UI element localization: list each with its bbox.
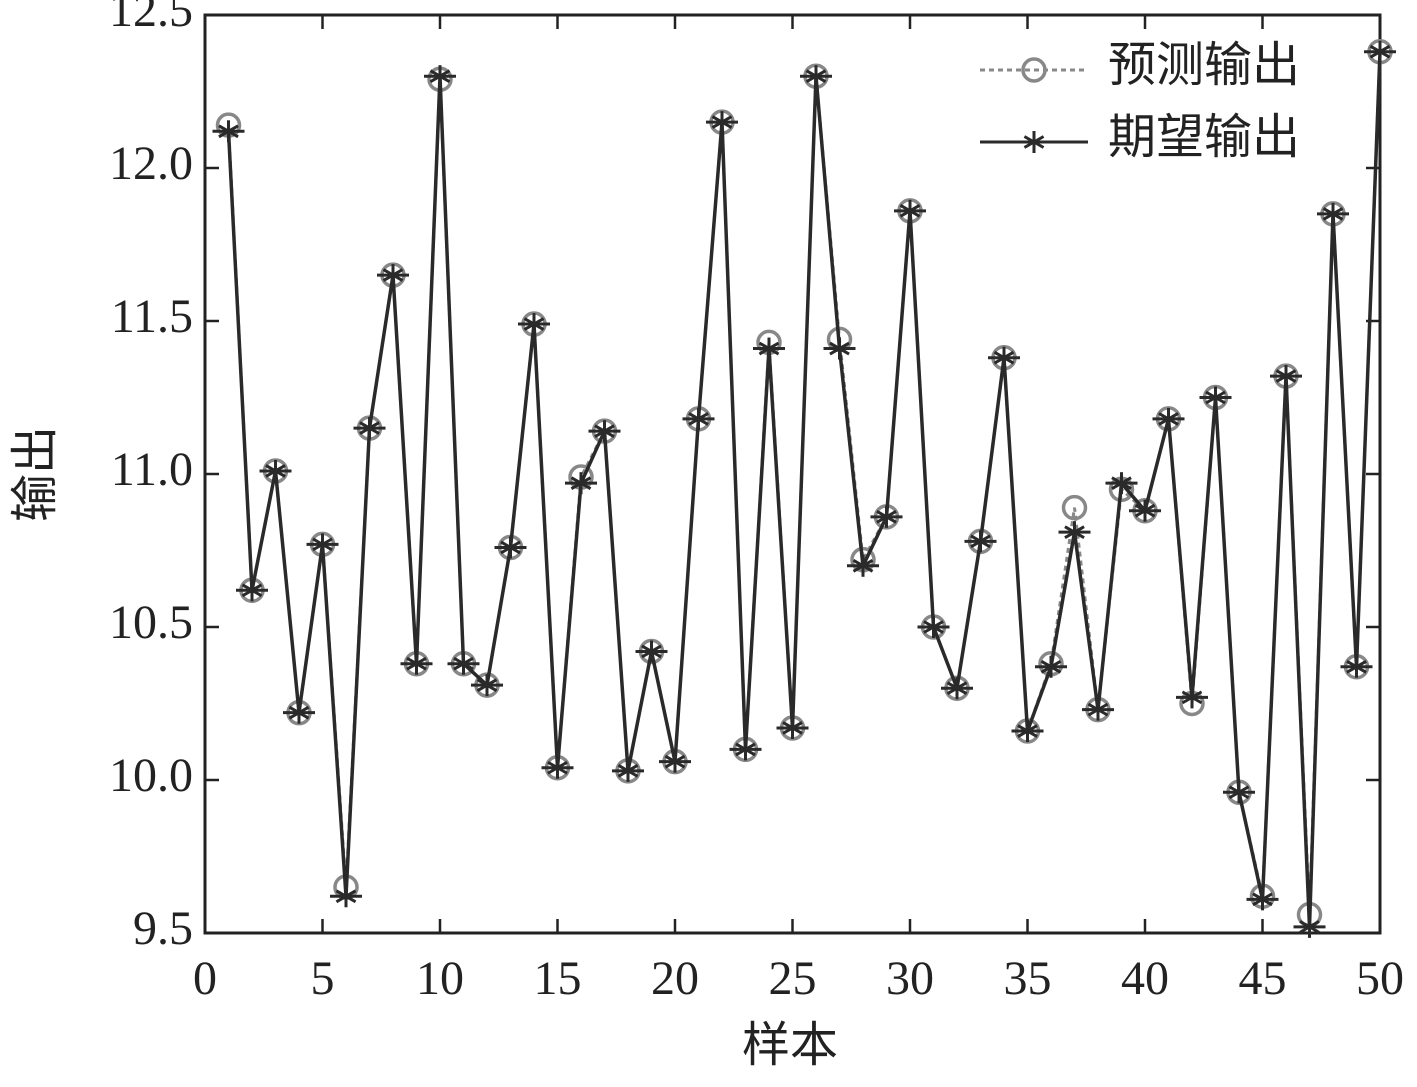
point — [776, 716, 809, 739]
point — [447, 652, 480, 675]
point — [1293, 915, 1326, 938]
point — [259, 459, 292, 482]
point — [1105, 472, 1138, 495]
series-line — [226, 51, 1382, 927]
point — [823, 337, 856, 360]
point — [330, 885, 362, 908]
x-tick-label: 5 — [311, 952, 335, 1005]
point — [1018, 131, 1050, 153]
point — [612, 759, 644, 782]
x-tick-label: 25 — [769, 952, 817, 1005]
point — [1364, 40, 1396, 63]
y-axis-label: 输出 — [9, 426, 62, 522]
point — [1082, 698, 1114, 721]
point — [424, 65, 456, 88]
y-tick-label: 9.5 — [133, 902, 193, 955]
point — [917, 616, 950, 638]
point — [1058, 521, 1091, 544]
point — [1011, 720, 1044, 743]
y-tick-label: 12.5 — [109, 0, 193, 37]
point — [941, 677, 973, 700]
legend-label: 预测输出 — [1108, 39, 1300, 92]
point — [847, 554, 879, 577]
point — [377, 264, 409, 287]
x-tick-label: 15 — [534, 952, 582, 1005]
point — [1061, 494, 1088, 521]
y-tick-label: 11.0 — [111, 443, 193, 496]
point — [870, 505, 903, 528]
point — [212, 120, 245, 143]
point — [1199, 386, 1232, 409]
point — [306, 533, 339, 556]
legend-label: 期望输出 — [1108, 111, 1300, 164]
point — [400, 652, 433, 675]
point — [494, 536, 527, 559]
point — [635, 640, 668, 663]
point — [1176, 686, 1208, 709]
point — [753, 337, 785, 360]
point — [588, 420, 621, 443]
point — [1340, 655, 1373, 678]
y-tick-label: 12.0 — [109, 137, 193, 190]
point — [988, 346, 1020, 369]
point — [1129, 499, 1161, 522]
y-tick-label: 10.5 — [109, 596, 193, 649]
point — [659, 750, 691, 773]
x-tick-label: 45 — [1239, 952, 1287, 1005]
point — [682, 407, 715, 430]
point — [541, 756, 574, 779]
point — [1246, 888, 1279, 911]
point — [518, 313, 550, 336]
point — [471, 674, 503, 697]
x-tick-label: 40 — [1121, 952, 1169, 1005]
point — [964, 530, 997, 553]
y-tick-label: 10.0 — [109, 749, 193, 802]
point — [800, 65, 832, 88]
point — [1035, 655, 1067, 678]
x-tick-label: 20 — [651, 952, 699, 1005]
point — [565, 472, 597, 495]
y-tick-label: 11.5 — [111, 290, 193, 343]
x-axis-label: 样本 — [742, 1019, 838, 1072]
point — [1152, 407, 1185, 430]
point — [1270, 365, 1302, 388]
point — [1317, 202, 1349, 225]
x-tick-label: 30 — [886, 952, 934, 1005]
x-tick-label: 50 — [1356, 952, 1404, 1005]
x-tick-label: 10 — [416, 952, 464, 1005]
point — [236, 579, 268, 602]
point — [1021, 57, 1047, 83]
point — [706, 111, 738, 134]
x-tick-label: 35 — [1004, 952, 1052, 1005]
point — [894, 199, 926, 222]
x-tick-label: 0 — [193, 952, 217, 1005]
point — [283, 701, 315, 724]
point — [353, 417, 386, 440]
point — [729, 738, 762, 761]
point — [1223, 781, 1255, 804]
